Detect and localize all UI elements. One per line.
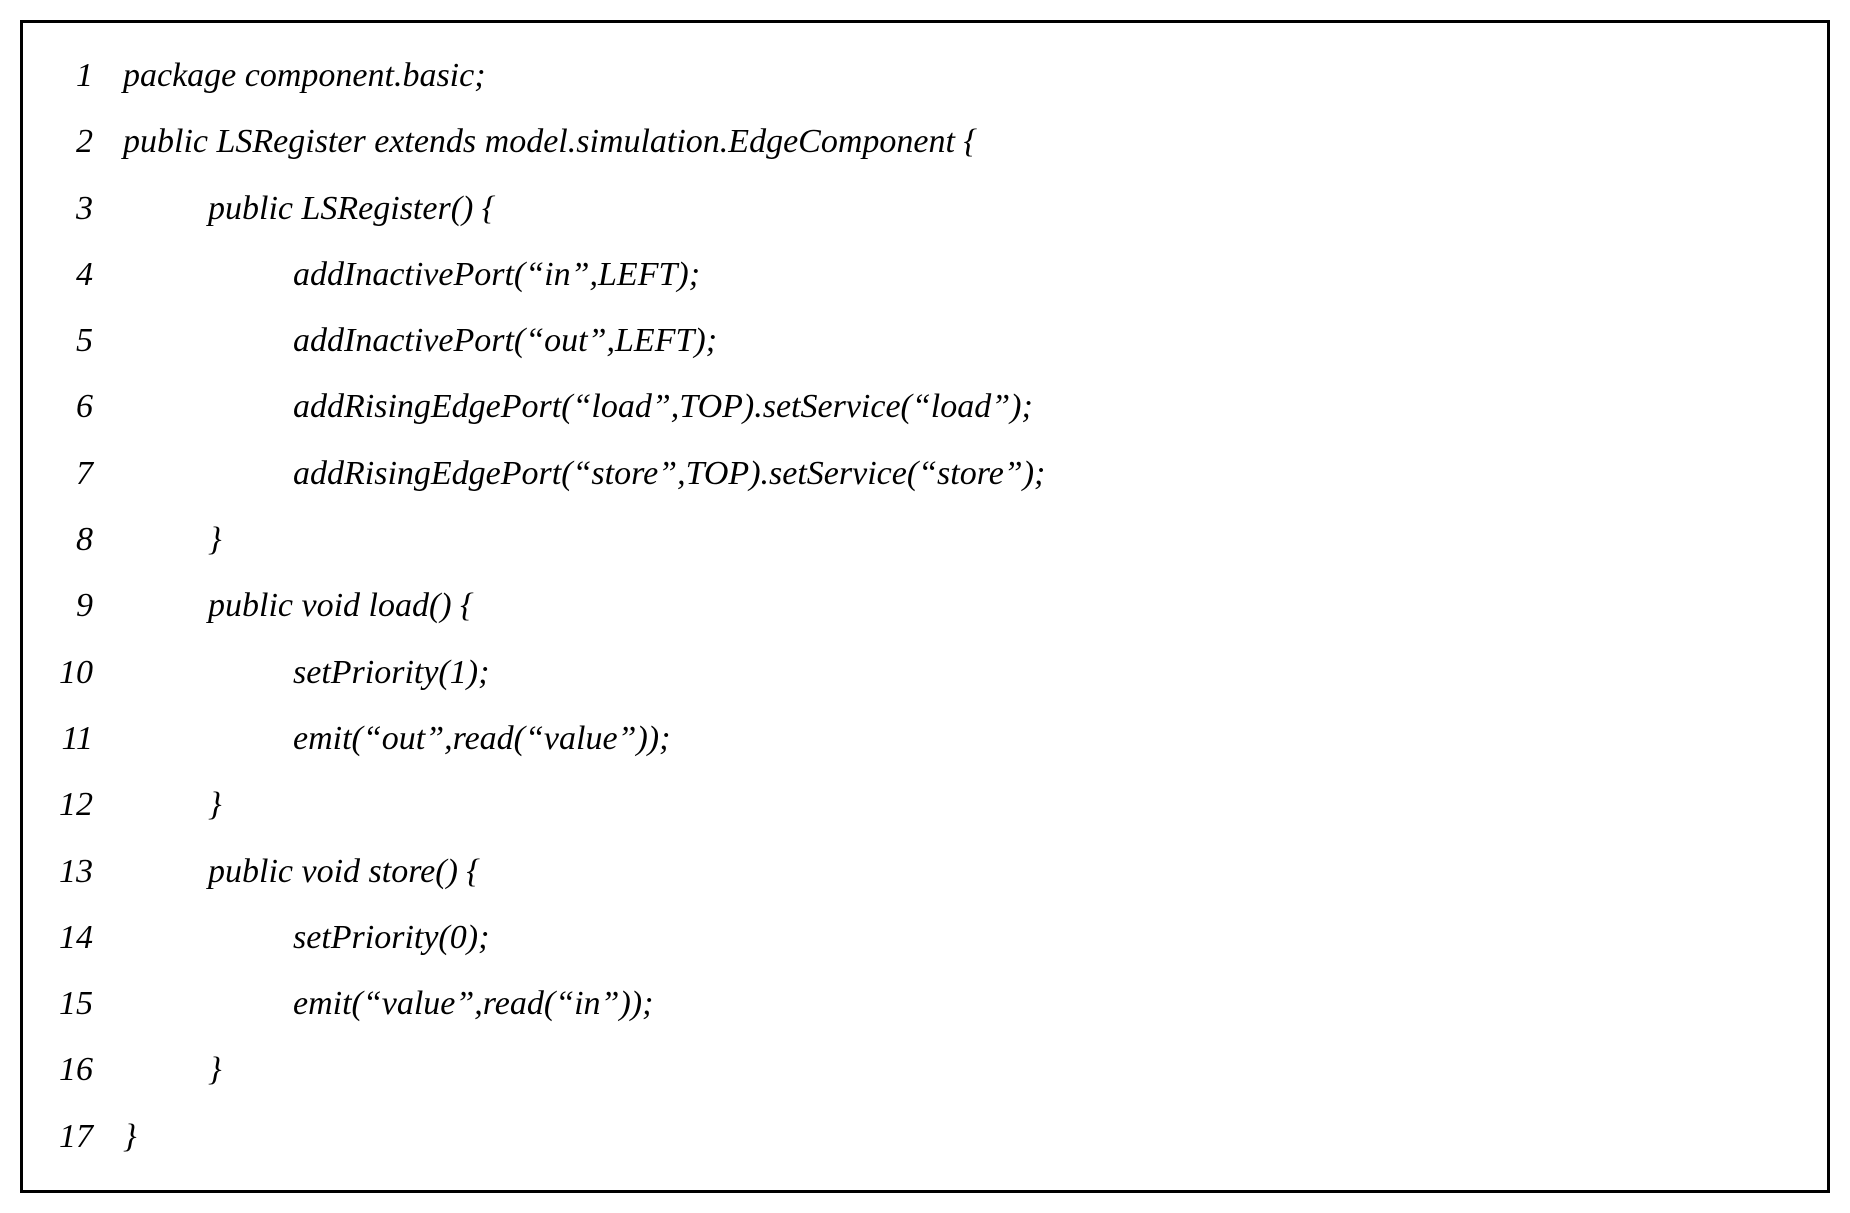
line-content: addRisingEdgePort(“load”,TOP).setService… <box>123 374 1797 440</box>
line-number: 4 <box>53 242 123 308</box>
code-line: 9 public void load() { <box>53 573 1797 639</box>
line-content: } <box>123 1037 1797 1103</box>
line-number: 6 <box>53 374 123 440</box>
line-content: } <box>123 1104 1797 1170</box>
code-line: 4 addInactivePort(“in”,LEFT); <box>53 242 1797 308</box>
line-content: setPriority(0); <box>123 905 1797 971</box>
line-number: 8 <box>53 507 123 573</box>
code-line: 13 public void store() { <box>53 839 1797 905</box>
line-number: 15 <box>53 971 123 1037</box>
line-content: public LSRegister extends model.simulati… <box>123 109 1797 175</box>
line-content: addRisingEdgePort(“store”,TOP).setServic… <box>123 441 1797 507</box>
code-line: 16 } <box>53 1037 1797 1103</box>
line-number: 13 <box>53 839 123 905</box>
code-line: 2public LSRegister extends model.simulat… <box>53 109 1797 175</box>
line-number: 1 <box>53 43 123 109</box>
line-content: setPriority(1); <box>123 640 1797 706</box>
code-line: 17} <box>53 1104 1797 1170</box>
line-content: } <box>123 772 1797 838</box>
line-content: public void store() { <box>123 839 1797 905</box>
code-line: 5 addInactivePort(“out”,LEFT); <box>53 308 1797 374</box>
line-content: emit(“out”,read(“value”)); <box>123 706 1797 772</box>
code-line: 12 } <box>53 772 1797 838</box>
code-listing-box: 1package component.basic;2public LSRegis… <box>20 20 1830 1193</box>
code-line: 11 emit(“out”,read(“value”)); <box>53 706 1797 772</box>
line-content: public void load() { <box>123 573 1797 639</box>
code-line: 6 addRisingEdgePort(“load”,TOP).setServi… <box>53 374 1797 440</box>
code-line: 14 setPriority(0); <box>53 905 1797 971</box>
line-number: 17 <box>53 1104 123 1170</box>
line-number: 2 <box>53 109 123 175</box>
line-content: package component.basic; <box>123 43 1797 109</box>
line-number: 12 <box>53 772 123 838</box>
line-content: emit(“value”,read(“in”)); <box>123 971 1797 1037</box>
line-number: 14 <box>53 905 123 971</box>
line-content: addInactivePort(“in”,LEFT); <box>123 242 1797 308</box>
line-number: 7 <box>53 441 123 507</box>
code-line: 1package component.basic; <box>53 43 1797 109</box>
line-number: 9 <box>53 573 123 639</box>
line-number: 16 <box>53 1037 123 1103</box>
code-line: 7 addRisingEdgePort(“store”,TOP).setServ… <box>53 441 1797 507</box>
line-content: addInactivePort(“out”,LEFT); <box>123 308 1797 374</box>
line-number: 10 <box>53 640 123 706</box>
code-line: 3 public LSRegister() { <box>53 176 1797 242</box>
code-line: 10 setPriority(1); <box>53 640 1797 706</box>
code-line: 15 emit(“value”,read(“in”)); <box>53 971 1797 1037</box>
line-content: public LSRegister() { <box>123 176 1797 242</box>
line-number: 11 <box>53 706 123 772</box>
code-line: 8 } <box>53 507 1797 573</box>
line-number: 5 <box>53 308 123 374</box>
line-content: } <box>123 507 1797 573</box>
line-number: 3 <box>53 176 123 242</box>
